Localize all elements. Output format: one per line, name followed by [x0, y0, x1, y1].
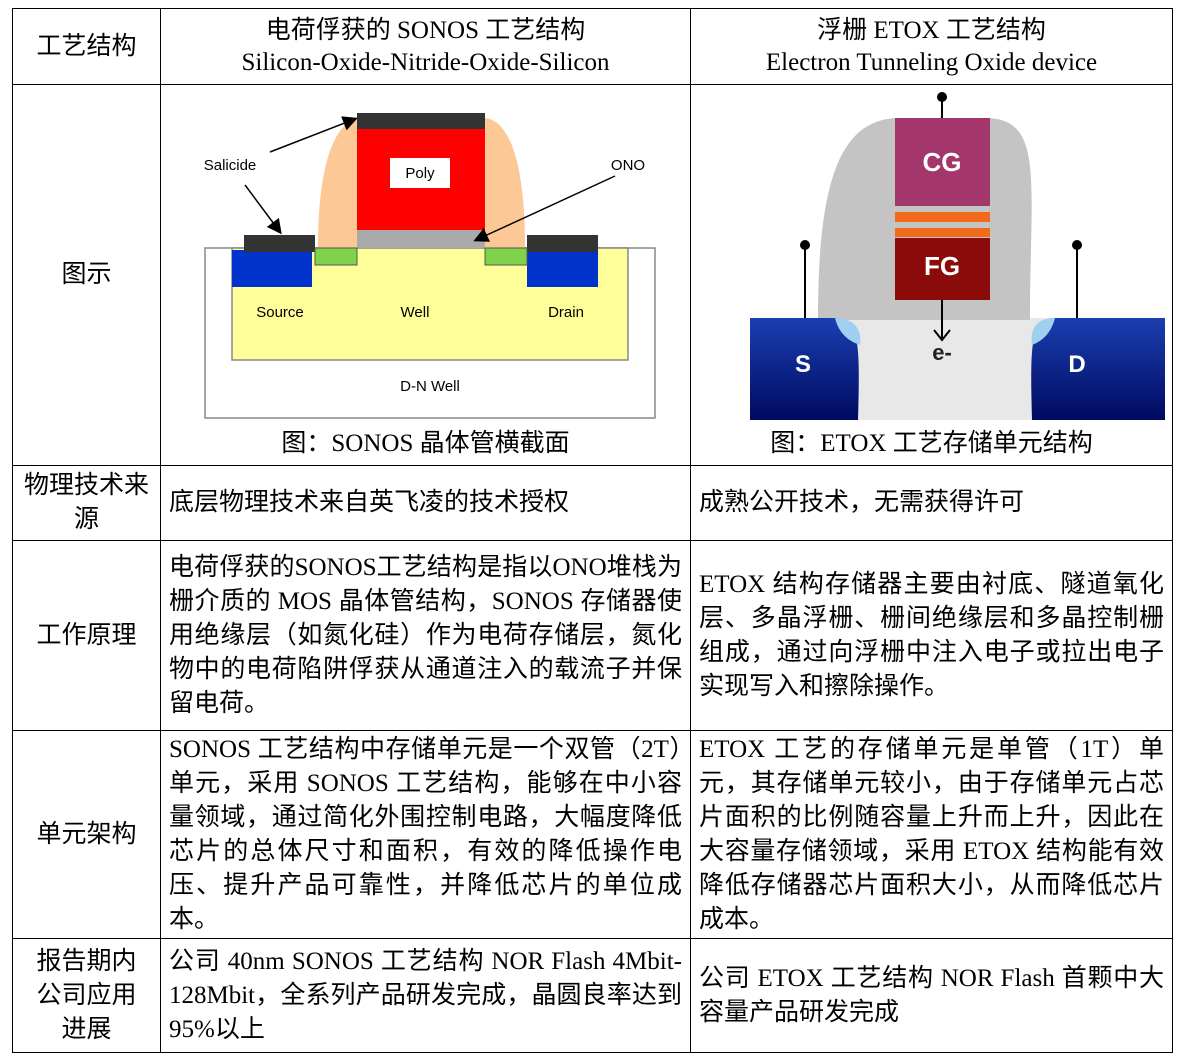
- diagram-label: FG: [924, 251, 960, 281]
- row-label: 单元架构: [12, 730, 161, 939]
- diagram-label: Drain: [548, 304, 584, 321]
- header-cell: 浮栅 ETOX 工艺结构 Electron Tunneling Oxide dev…: [690, 8, 1173, 85]
- cell-text: ETOX 结构存储器主要由衬底、隧道氧化层、多晶浮栅、栅间绝缘层和多晶控制栅组成…: [699, 570, 1164, 700]
- cell-text: 成熟公开技术，无需获得许可: [699, 489, 1025, 516]
- header-label: 工艺结构: [12, 8, 161, 85]
- header-title: 浮栅 ETOX 工艺结构: [817, 16, 1046, 44]
- diagram-label: S: [795, 351, 811, 378]
- cell-text: 公司 40nm SONOS 工艺结构 NOR Flash 4Mbit-128Mb…: [169, 947, 682, 1043]
- diagram-label: ONO: [611, 157, 645, 174]
- diagram-label: D-N Well: [400, 378, 460, 395]
- header-subtitle: Electron Tunneling Oxide device: [765, 48, 1098, 76]
- header-title: 电荷俘获的 SONOS 工艺结构: [265, 16, 586, 44]
- diagram-label: Well: [401, 304, 430, 321]
- diagram-label: CG: [923, 147, 962, 177]
- diagram-label: Source: [256, 304, 304, 321]
- etox-diagram: CG FG S D e-: [750, 92, 1165, 420]
- row-label: 工作原理: [12, 540, 161, 731]
- cell: 电荷俘获的SONOS工艺结构是指以ONO堆栈为栅介质的 MOS 晶体管结构，SO…: [160, 540, 691, 731]
- cell-text: ETOX 工艺的存储单元是单管（1T）单元，其存储单元较小，由于存储单元占芯片面…: [699, 735, 1164, 933]
- cell: 成熟公开技术，无需获得许可: [690, 465, 1173, 541]
- caption: 图：SONOS 晶体管横截面: [281, 430, 570, 457]
- caption: 图：ETOX 工艺存储单元结构: [770, 430, 1093, 457]
- diagram-label: e-: [932, 340, 952, 365]
- cell: ETOX 结构存储器主要由衬底、隧道氧化层、多晶浮栅、栅间绝缘层和多晶控制栅组成…: [690, 540, 1173, 731]
- diagram-label: Salicide: [204, 157, 257, 174]
- cell-text: 电荷俘获的SONOS工艺结构是指以ONO堆栈为栅介质的 MOS 晶体管结构，SO…: [169, 553, 682, 717]
- cell: SONOS 工艺结构中存储单元是一个双管（2T）单元，采用 SONOS 工艺结构…: [160, 730, 691, 939]
- header-subtitle: Silicon-Oxide-Nitride-Oxide-Silicon: [241, 48, 610, 76]
- header-cell: 电荷俘获的 SONOS 工艺结构 Silicon-Oxide-Nitride-Ox…: [160, 8, 691, 85]
- sonos-diagram: Salicide Poly ONO Source Well Drain D-N …: [204, 113, 656, 419]
- cell-text: SONOS 工艺结构中存储单元是一个双管（2T）单元，采用 SONOS 工艺结构…: [169, 735, 682, 933]
- cell-text: 底层物理技术来自英飞凌的技术授权: [169, 489, 570, 516]
- cell: 公司 40nm SONOS 工艺结构 NOR Flash 4Mbit-128Mb…: [160, 938, 691, 1053]
- diagram-label: D: [1068, 351, 1085, 378]
- cell-text: 公司 ETOX 工艺结构 NOR Flash 首颗中大容量产品研发完成: [699, 964, 1164, 1026]
- diagram-label: Poly: [405, 165, 435, 182]
